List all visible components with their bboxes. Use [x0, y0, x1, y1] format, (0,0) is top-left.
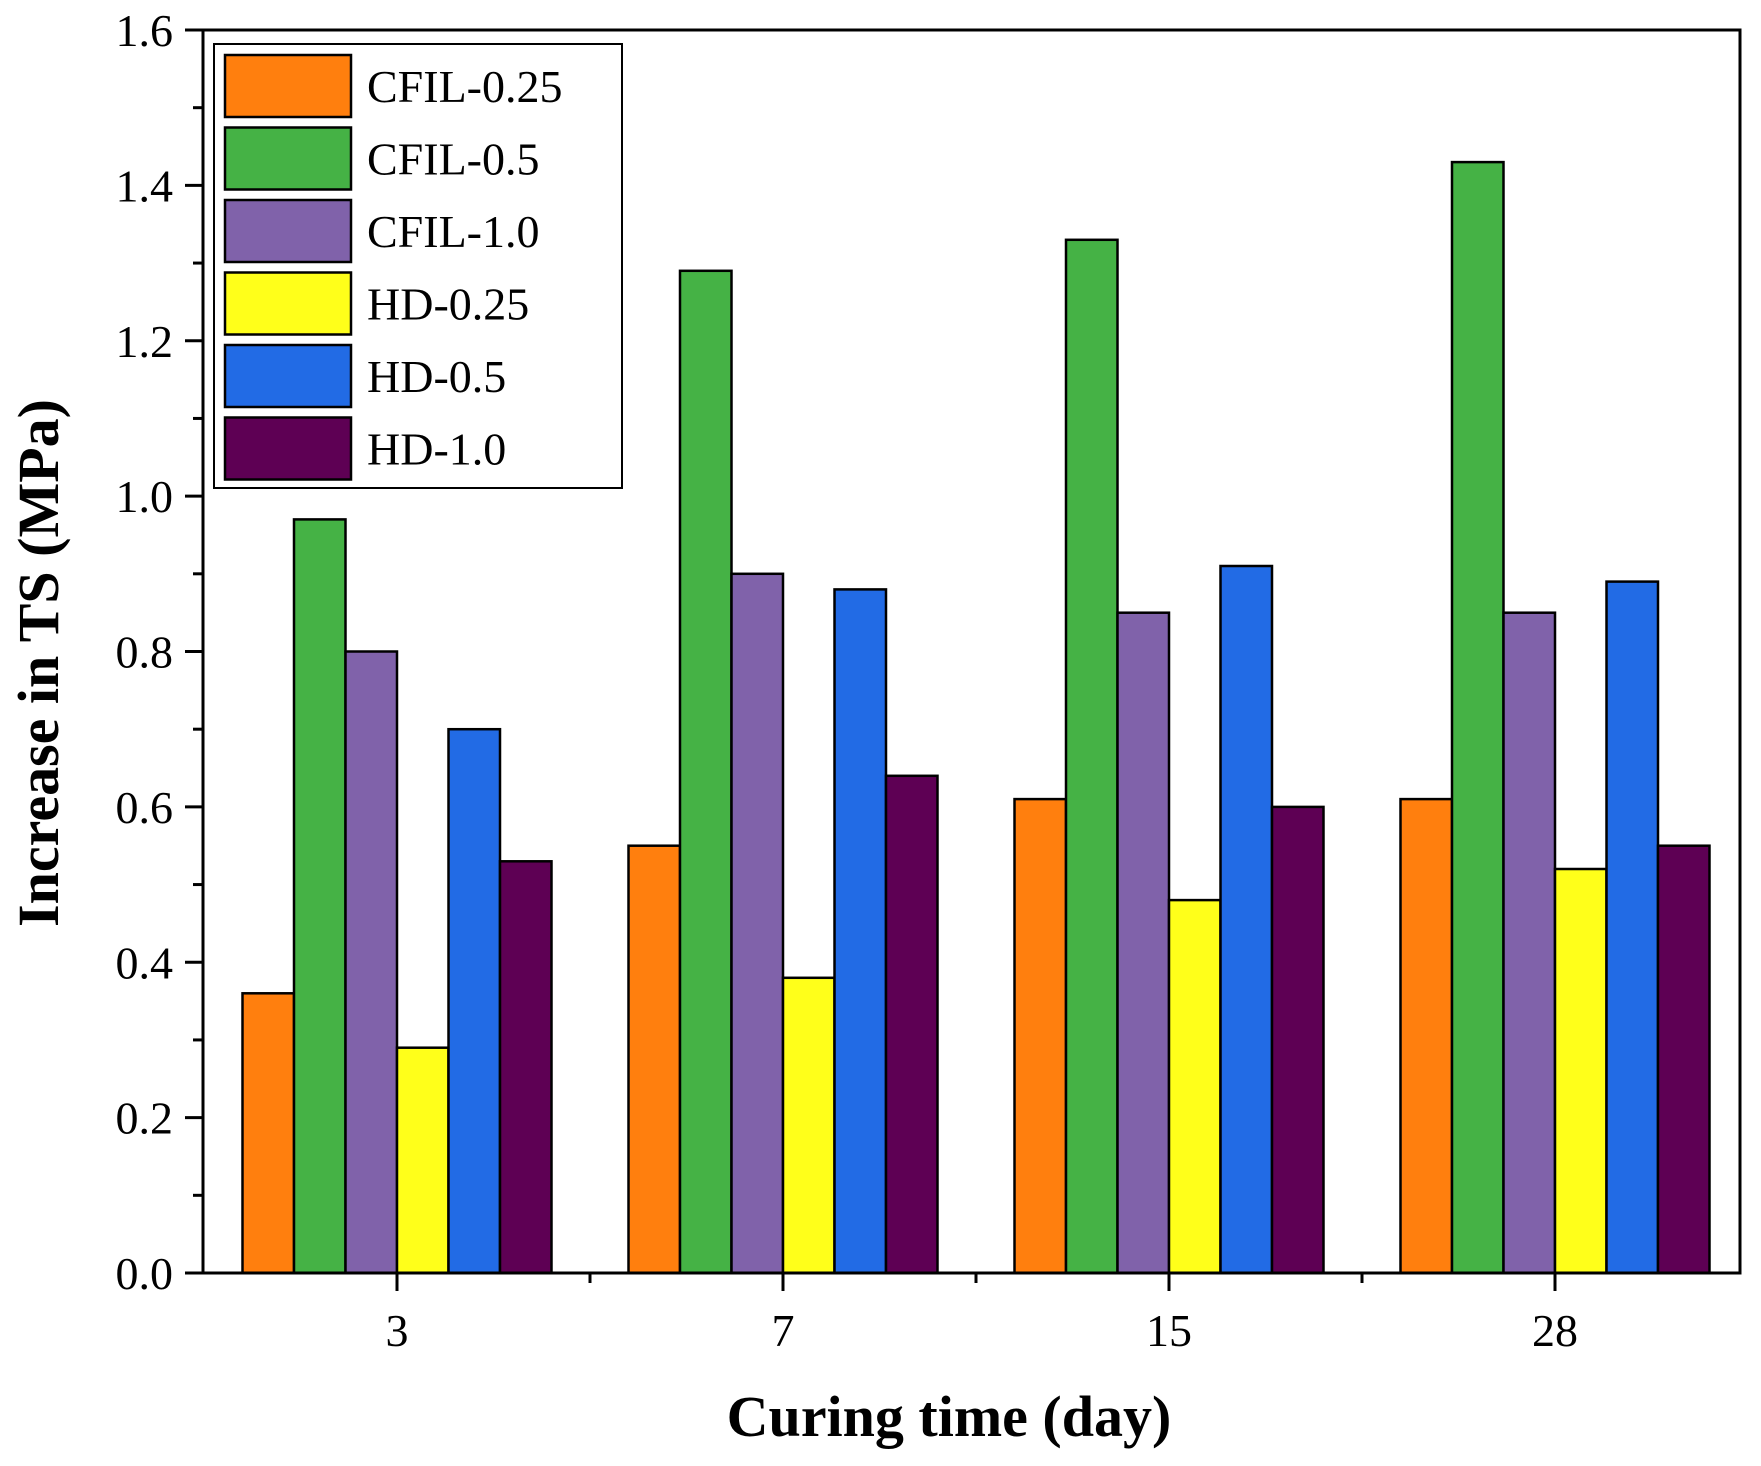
- y-tick-label: 1.2: [116, 316, 174, 367]
- legend-swatch-cfil-0.25: [223, 53, 353, 119]
- bar-hd-0.5-15: [1219, 564, 1274, 1275]
- bar-hd-0.25-3: [395, 1046, 450, 1275]
- legend-swatch-hd-0.25: [223, 271, 353, 336]
- bars-layer: [241, 160, 1711, 1275]
- x-tick-label-15: 15: [1146, 1305, 1192, 1356]
- bar-hd-1.0-7: [884, 774, 939, 1275]
- x-tick-label-7: 7: [772, 1305, 795, 1356]
- legend-label-hd-1.0: HD-1.0: [367, 424, 506, 475]
- bar-cfil-0.25-15: [1013, 797, 1068, 1275]
- x-axis-title: Curing time (day): [727, 1384, 1172, 1449]
- bar-cfil-0.5-3: [292, 518, 347, 1275]
- bar-hd-0.25-28: [1553, 867, 1608, 1275]
- bar-hd-0.25-7: [781, 976, 836, 1275]
- bar-hd-0.5-28: [1605, 580, 1660, 1275]
- legend-swatch-cfil-1.0: [223, 198, 353, 264]
- y-tick-label: 1.4: [116, 160, 174, 211]
- legend-swatch-hd-0.5: [223, 343, 353, 409]
- legend: CFIL-0.25 CFIL-0.5 CFIL-1.0 HD-0.25 HD-0.5 HD…: [213, 43, 623, 489]
- y-axis-title: Increase in TS (MPa): [6, 399, 71, 927]
- bar-cfil-0.5-7: [678, 269, 733, 1275]
- bar-cfil-1.0-15: [1116, 611, 1171, 1275]
- bar-cfil-0.5-28: [1450, 160, 1505, 1275]
- bar-cfil-0.25-7: [627, 844, 682, 1275]
- legend-label-cfil-1.0: CFIL-1.0: [367, 206, 540, 257]
- legend-swatch-hd-1.0: [223, 416, 353, 481]
- legend-label-hd-0.25: HD-0.25: [367, 279, 529, 330]
- bar-cfil-1.0-28: [1502, 611, 1557, 1275]
- bar-cfil-1.0-3: [344, 650, 399, 1275]
- y-tick-label: 1.6: [116, 5, 174, 56]
- bar-cfil-0.5-15: [1064, 238, 1119, 1275]
- y-tick-label: 1.0: [116, 471, 174, 522]
- legend-label-cfil-0.5: CFIL-0.5: [367, 134, 540, 185]
- y-tick-label: 0.4: [116, 937, 174, 988]
- x-tick-label-3: 3: [386, 1305, 409, 1356]
- bar-hd-0.25-15: [1167, 898, 1222, 1275]
- x-tick-label-28: 28: [1532, 1305, 1578, 1356]
- axes-layer: 0.0 0.2 0.4 0.6 0.8 1.0 1.2 1.4 1.6 3 7 15 28: [116, 5, 1742, 1356]
- y-tick-label: 0.8: [116, 627, 174, 678]
- bar-hd-1.0-15: [1270, 805, 1325, 1275]
- bar-cfil-0.25-28: [1399, 797, 1454, 1275]
- legend-swatch-cfil-0.5: [223, 126, 353, 191]
- y-tick-label: 0.2: [116, 1093, 174, 1144]
- bar-hd-1.0-3: [498, 860, 553, 1275]
- bar-hd-1.0-28: [1656, 844, 1711, 1275]
- y-tick-label: 0.0: [116, 1248, 174, 1299]
- legend-label-cfil-0.25: CFIL-0.25: [367, 61, 563, 112]
- legend-label-hd-0.5: HD-0.5: [367, 351, 506, 402]
- bar-cfil-0.25-3: [241, 992, 296, 1275]
- bar-cfil-1.0-7: [730, 572, 785, 1275]
- bar-hd-0.5-3: [447, 727, 502, 1275]
- y-tick-label: 0.6: [116, 782, 174, 833]
- bar-hd-0.5-7: [833, 588, 888, 1275]
